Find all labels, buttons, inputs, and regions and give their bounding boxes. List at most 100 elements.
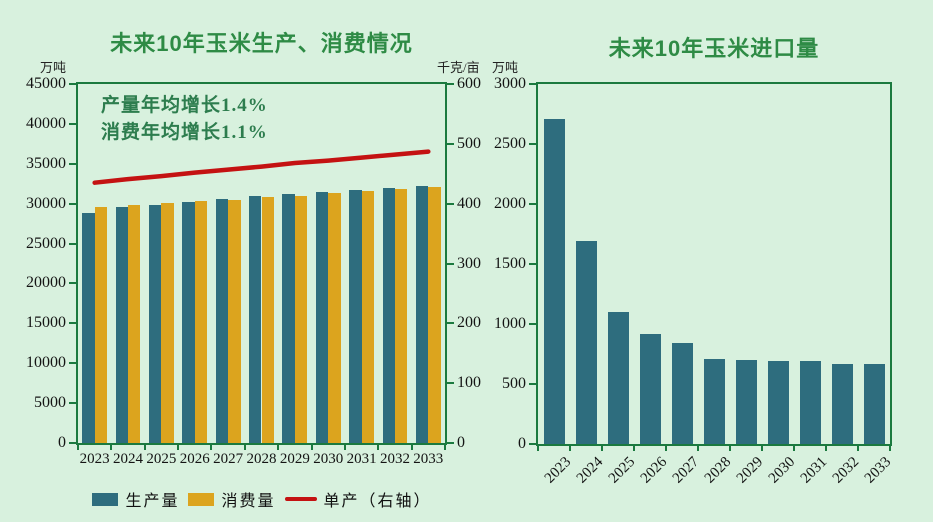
consumption-bar-2027 [228, 199, 241, 443]
right-y-axis-tick [445, 382, 454, 385]
consumption-bar-2030 [328, 193, 341, 443]
import-bar-2026 [639, 333, 661, 444]
import-bar-2028 [703, 359, 725, 444]
production-bar-2027 [215, 198, 229, 443]
x-tick-label-2027: 2027 [213, 451, 244, 467]
production-bar-2028 [249, 196, 262, 443]
import-x-axis-tick [729, 444, 731, 451]
right-y-axis-tick-label: 600 [457, 75, 481, 92]
left-x-axis-tick [77, 443, 79, 450]
production-bar-2023 [82, 213, 95, 443]
right-y-axis-tick [445, 442, 454, 444]
import-y-axis-tick [529, 83, 538, 85]
x-tick-label-2026: 2026 [179, 451, 210, 467]
production-bar-2029 [282, 194, 295, 443]
left-y-axis-tick [69, 322, 78, 325]
left-y-axis-tick-label: 5000 [34, 394, 66, 412]
consumption-legend-swatch [188, 492, 215, 506]
import-x-axis-tick [889, 444, 891, 451]
left-y-axis-tick [69, 162, 78, 165]
right-y-axis-tick-label: 400 [457, 194, 481, 212]
legend-item-yield: 单产（右轴） [284, 487, 432, 511]
import-y-axis-tick-label: 1500 [494, 255, 526, 272]
right-y-axis-tick [445, 202, 454, 205]
x-tick-label-2023: 2023 [79, 451, 110, 467]
consumption-bar-2025 [161, 203, 174, 443]
left-y-axis-tick [69, 83, 78, 85]
x-tick-label-2028: 2028 [246, 451, 277, 467]
import-y-axis-tick [529, 263, 538, 265]
x-tick-label-2032: 2032 [379, 451, 410, 467]
left-y-axis-tick-label: 30000 [26, 194, 66, 212]
x-tick-label-2033: 2033 [413, 451, 444, 467]
import-bar-2027 [671, 342, 693, 444]
consumption-bar-2029 [294, 195, 308, 443]
left-y-axis-tick-label: 45000 [26, 75, 66, 92]
right-y-axis-tick [445, 322, 454, 325]
left-x-axis-tick [210, 443, 213, 450]
left-x-axis-tick [444, 443, 446, 450]
right-y-axis-tick [445, 83, 454, 85]
import-y-axis-tick [529, 443, 538, 445]
yield-line [92, 149, 431, 185]
import-y-axis-tick [529, 323, 538, 325]
import-x-axis-tick [697, 444, 699, 451]
right-chart-title: 未来10年玉米进口量 [608, 36, 820, 61]
x-tick-label-2024: 2024 [113, 451, 144, 467]
production-bar-2033 [415, 185, 429, 443]
import-y-axis-tick [529, 383, 538, 385]
left-x-axis-tick [177, 443, 180, 450]
left-y-axis-tick-label: 0 [58, 434, 66, 451]
left-x-axis-tick [143, 443, 146, 450]
x-tick-label-2029: 2029 [279, 451, 310, 467]
left-x-axis-tick [277, 443, 280, 450]
right-y-axis-tick [445, 262, 454, 265]
import-y-axis-tick [529, 143, 538, 145]
production-bar-2026 [182, 201, 195, 443]
import-x-axis-tick [825, 444, 827, 451]
import-y-axis-tick-label: 3000 [494, 75, 526, 92]
import-y-axis-tick-label: 500 [502, 375, 526, 392]
import-bar-2025 [607, 312, 629, 444]
x-tick-label-2025: 2025 [146, 451, 177, 467]
left-y-axis-tick-label: 20000 [26, 274, 66, 292]
production-growth-note: 产量年均增长1.4% [101, 95, 268, 116]
left-y-axis-tick-label: 15000 [26, 314, 66, 332]
left-x-axis-tick [310, 443, 313, 450]
consumption-growth-note: 消费年均增长1.1% [101, 122, 268, 143]
right-y-axis-tick-label: 200 [457, 314, 481, 332]
production-bar-2031 [349, 190, 362, 443]
left-y-axis-tick-label: 40000 [26, 114, 66, 132]
import-x-axis-tick [601, 444, 603, 451]
growth-annotation: 产量年均增长1.4% 消费年均增长1.1% [101, 92, 268, 146]
import-bar-2029 [735, 360, 757, 444]
import-axis-unit-label: 万吨 [492, 60, 519, 75]
import-y-axis-tick [529, 203, 538, 205]
consumption-legend-label: 消费量 [221, 493, 276, 510]
import-x-axis-tick [857, 444, 859, 451]
left-y-axis-tick [69, 442, 78, 444]
import-bar-2032 [831, 363, 853, 444]
consumption-bar-2026 [194, 201, 208, 443]
production-bar-2032 [382, 187, 395, 443]
right-y-axis-tick [445, 142, 454, 145]
import-y-axis-tick-label: 0 [518, 435, 526, 452]
right-y-axis-tick-label: 500 [457, 134, 481, 152]
right-y-axis-tick-label: 300 [457, 254, 481, 272]
left-y-axis-tick-label: 35000 [26, 154, 66, 172]
production-legend-label: 生产量 [125, 493, 180, 510]
consumption-bar-2028 [261, 197, 274, 443]
left-x-axis-tick [410, 443, 413, 450]
left-x-axis-tick [377, 443, 380, 450]
consumption-bar-2031 [361, 191, 374, 443]
import-x-axis-tick [665, 444, 667, 451]
right-y-axis-tick-label: 100 [457, 374, 481, 392]
left-y-axis-tick-label: 10000 [26, 354, 66, 372]
left-y-axis-tick [69, 362, 78, 365]
left-chart-title: 未来10年玉米生产、消费情况 [110, 31, 413, 56]
production-bar-2030 [315, 192, 329, 443]
production-bar-2025 [149, 204, 162, 443]
import-x-axis-tick [793, 444, 795, 451]
left-x-axis-tick [343, 443, 346, 450]
import-x-axis-tick [761, 444, 763, 451]
